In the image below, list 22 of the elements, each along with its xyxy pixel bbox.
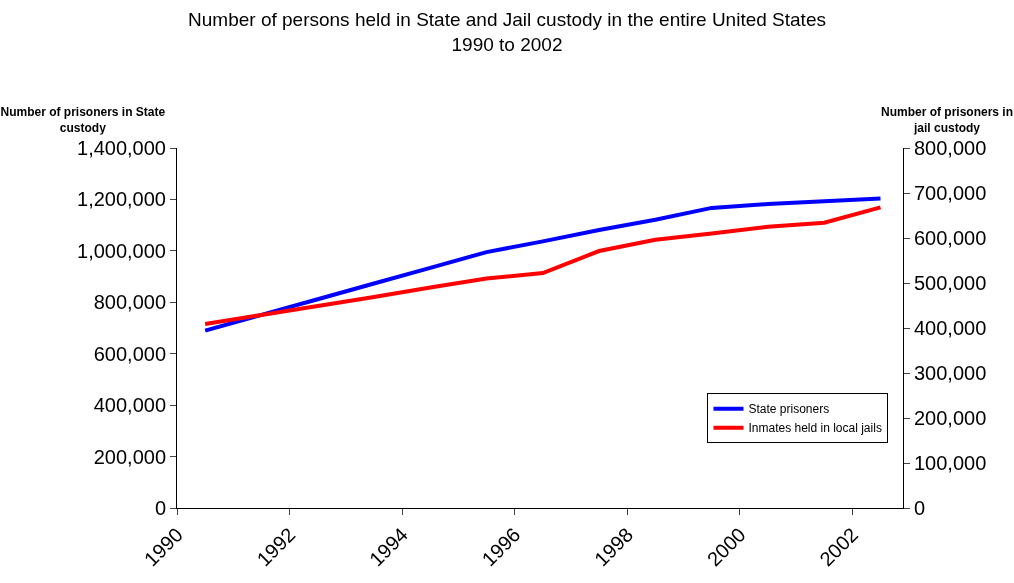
y2-tick-label: 300,000 <box>914 362 987 384</box>
y-tick-label: 600,000 <box>93 342 166 365</box>
y2-tick-label: 0 <box>914 497 926 519</box>
y2-tick-label: 200,000 <box>914 407 987 429</box>
y-tick-label: 400,000 <box>93 394 166 417</box>
y-tick-label: 0 <box>154 497 166 519</box>
y2-tick-label: 600,000 <box>914 227 987 249</box>
y2-tick-label: 100,000 <box>914 452 987 474</box>
chart-title: Number of persons held in State and Jail custody in the entire United States 1990 to 2002 <box>188 9 826 55</box>
y2-axis-title: Number of prisoners in jail custody <box>880 105 1014 135</box>
y-tick-label: 1,000,000 <box>77 239 166 262</box>
legend-label: State prisoners <box>748 402 830 417</box>
y2-tick-label: 700,000 <box>914 182 987 204</box>
y2-tick-label: 500,000 <box>914 272 987 294</box>
y-tick-label: 800,000 <box>93 291 166 314</box>
y-axis-title: Number of prisoners in State custody <box>0 105 166 135</box>
y2-tick-label: 400,000 <box>914 317 987 339</box>
legend-label: Inmates held in local jails <box>748 421 882 436</box>
y-tick-label: 200,000 <box>93 445 166 468</box>
y-tick-label: 1,400,000 <box>77 137 166 159</box>
y2-tick-label: 800,000 <box>914 137 987 159</box>
y-tick-label: 1,200,000 <box>77 188 166 211</box>
